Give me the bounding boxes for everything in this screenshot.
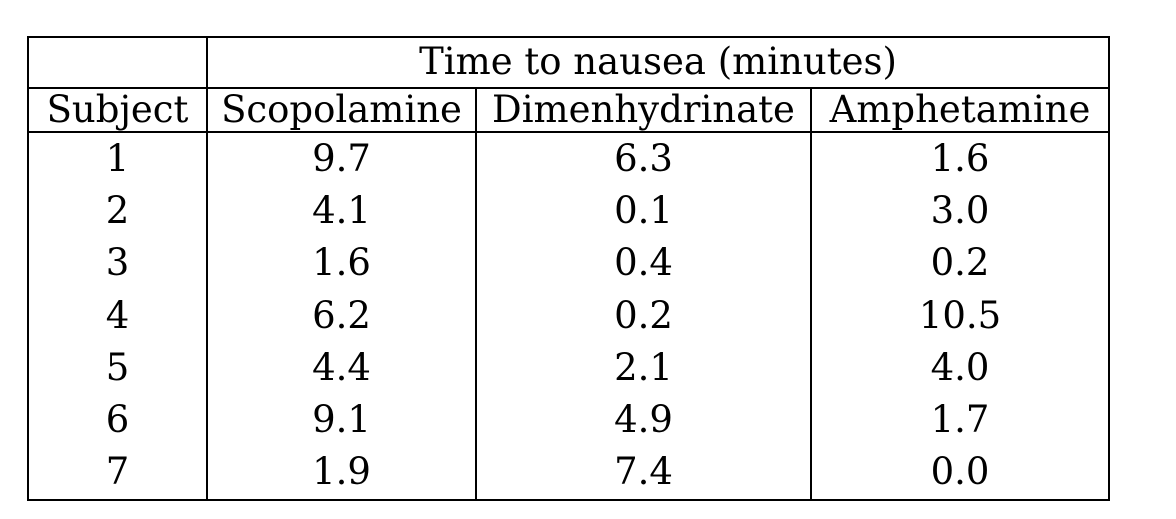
table-row: 3 1.6 0.4 0.2 — [27, 237, 1111, 290]
table-cell-subject: 1 — [27, 132, 208, 186]
table-row: 5 4.4 2.1 4.0 — [27, 342, 1111, 395]
table-cell: 4.0 — [809, 342, 1111, 395]
table-cell: 6.3 — [475, 132, 812, 186]
table-cell: 3.0 — [809, 185, 1111, 238]
table-cell: 7.4 — [475, 446, 812, 500]
table-cell: 0.0 — [809, 446, 1111, 500]
table-cell: 6.2 — [206, 289, 477, 343]
table-row: 1 9.7 6.3 1.6 — [27, 132, 1111, 186]
table-cell: 10.5 — [809, 289, 1111, 343]
table-cell: 0.2 — [809, 237, 1111, 290]
table-cell: 1.7 — [809, 394, 1111, 447]
table-row: 6 9.1 4.9 1.7 — [27, 394, 1111, 447]
column-header-amphetamine: Amphetamine — [809, 87, 1111, 133]
table-cell: 4.4 — [206, 342, 477, 395]
table-cell: 1.6 — [809, 132, 1111, 186]
table-cell-subject: 6 — [27, 394, 208, 447]
table-cell: 9.7 — [206, 132, 477, 186]
table-cell-subject: 5 — [27, 342, 208, 395]
table-row: 2 4.1 0.1 3.0 — [27, 185, 1111, 238]
table-cell-subject: 3 — [27, 237, 208, 290]
column-header-subject: Subject — [27, 87, 208, 133]
table-cell: 2.1 — [475, 342, 812, 395]
table-cell: 4.1 — [206, 185, 477, 238]
column-header-dimenhydrinate: Dimenhydrinate — [475, 87, 812, 133]
column-header-scopolamine: Scopolamine — [206, 87, 477, 133]
table-row: 7 1.9 7.4 0.0 — [27, 446, 1111, 500]
column-header-row: Subject Scopolamine Dimenhydrinate Amphe… — [27, 87, 1111, 133]
nausea-data-table: Time to nausea (minutes) Subject Scopola… — [27, 36, 1111, 501]
table-cell: 4.9 — [475, 394, 812, 447]
table-cell-subject: 4 — [27, 289, 208, 343]
table-cell: 0.1 — [475, 185, 812, 238]
table-cell-subject: 2 — [27, 185, 208, 238]
table-cell: 1.9 — [206, 446, 477, 500]
table-cell: 9.1 — [206, 394, 477, 447]
table-row: 4 6.2 0.2 10.5 — [27, 289, 1111, 343]
table-cell: 1.6 — [206, 237, 477, 290]
table-cell: 0.2 — [475, 289, 812, 343]
table-cell-subject: 7 — [27, 446, 208, 500]
spanning-header-cell: Time to nausea (minutes) — [205, 36, 1111, 89]
corner-empty-cell — [27, 36, 208, 89]
spanning-header-row: Time to nausea (minutes) — [27, 36, 1111, 89]
table-cell: 0.4 — [475, 237, 812, 290]
